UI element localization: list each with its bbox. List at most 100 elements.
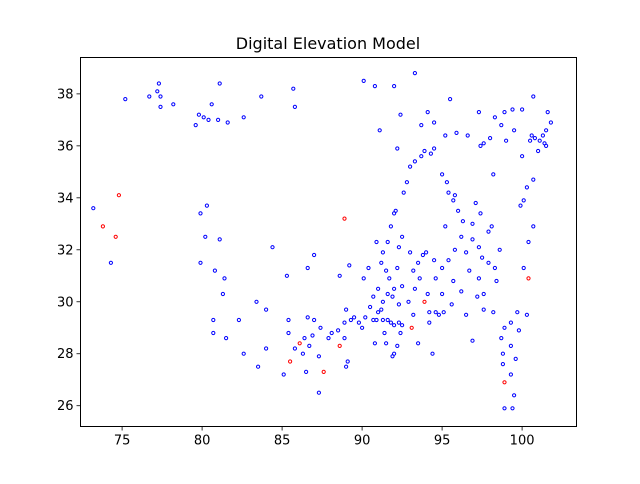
data-point: [443, 224, 448, 229]
y-tick-label: 36: [57, 139, 74, 154]
data-point: [419, 154, 424, 159]
data-point: [520, 107, 525, 112]
data-point: [416, 260, 421, 265]
data-point: [321, 369, 326, 374]
data-point: [198, 211, 203, 216]
data-point: [305, 315, 310, 320]
data-point: [100, 224, 106, 229]
data-point: [254, 299, 259, 304]
data-point: [156, 81, 161, 86]
data-point: [108, 260, 114, 265]
data-point: [440, 291, 445, 297]
data-point: [256, 364, 261, 369]
data-point: [521, 198, 526, 203]
data-point: [392, 286, 397, 291]
data-point: [292, 104, 297, 110]
data-point: [368, 304, 373, 310]
data-point: [379, 260, 384, 265]
data-point: [417, 276, 422, 281]
data-point: [473, 200, 478, 206]
data-point: [508, 343, 513, 348]
data-point: [384, 341, 389, 346]
data-point: [419, 123, 424, 128]
data-point: [345, 359, 350, 364]
data-point: [217, 237, 222, 242]
data-point: [486, 229, 491, 234]
data-point: [337, 273, 342, 278]
data-point: [444, 180, 449, 185]
data-point: [382, 330, 387, 336]
data-point: [155, 89, 160, 94]
data-point: [492, 115, 497, 120]
data-point: [209, 102, 214, 107]
data-point: [492, 265, 497, 271]
data-point: [513, 356, 518, 361]
data-point: [217, 81, 222, 86]
data-point: [292, 346, 297, 351]
data-point: [502, 325, 507, 330]
data-point: [486, 260, 491, 265]
data-point: [361, 78, 366, 84]
data-point: [363, 315, 368, 320]
data-point: [348, 317, 353, 323]
x-tick-label: 80: [194, 434, 211, 449]
data-point: [211, 317, 216, 323]
data-point: [379, 307, 384, 312]
data-point: [395, 343, 400, 348]
data-point: [392, 351, 397, 356]
data-point: [201, 115, 206, 120]
data-point: [452, 247, 457, 252]
data-point: [388, 224, 393, 229]
data-point: [420, 252, 425, 258]
data-point: [224, 336, 229, 341]
y-tick-label: 38: [57, 87, 74, 102]
data-point: [158, 94, 163, 99]
data-point: [440, 265, 445, 271]
data-point: [520, 154, 525, 159]
data-point: [212, 268, 217, 273]
data-point: [342, 320, 347, 325]
data-point: [398, 112, 403, 117]
data-point: [542, 141, 547, 146]
data-point: [524, 185, 530, 190]
plot-frame: [80, 57, 577, 427]
data-point: [467, 268, 472, 273]
data-point: [446, 190, 451, 195]
data-point: [464, 312, 469, 317]
data-point: [537, 138, 542, 143]
data-point: [524, 312, 530, 317]
data-point: [406, 299, 411, 304]
data-point: [344, 307, 349, 312]
data-point: [510, 107, 515, 112]
data-point: [460, 219, 465, 224]
data-point: [512, 128, 517, 133]
data-point: [390, 294, 395, 299]
y-tick-label: 34: [57, 191, 74, 206]
data-point: [196, 112, 201, 117]
data-point: [510, 406, 515, 411]
data-point: [430, 351, 435, 356]
data-point: [536, 148, 541, 154]
data-point: [499, 123, 504, 128]
data-point: [408, 164, 413, 169]
data-point: [500, 362, 505, 367]
x-tick-label: 100: [510, 434, 535, 449]
data-point: [425, 291, 430, 297]
data-point: [385, 239, 390, 245]
data-point: [427, 310, 432, 315]
data-point: [521, 265, 526, 271]
data-point: [380, 317, 385, 323]
data-point: [531, 177, 536, 182]
data-point: [476, 245, 481, 250]
data-point: [540, 133, 546, 138]
data-point: [515, 310, 520, 315]
data-point: [529, 133, 534, 138]
data-point: [433, 276, 438, 281]
data-point: [491, 172, 496, 177]
data-point: [225, 120, 230, 125]
data-point: [548, 120, 554, 125]
data-point: [241, 115, 246, 120]
data-point: [481, 307, 486, 312]
data-point: [385, 317, 390, 323]
data-point: [259, 94, 264, 99]
